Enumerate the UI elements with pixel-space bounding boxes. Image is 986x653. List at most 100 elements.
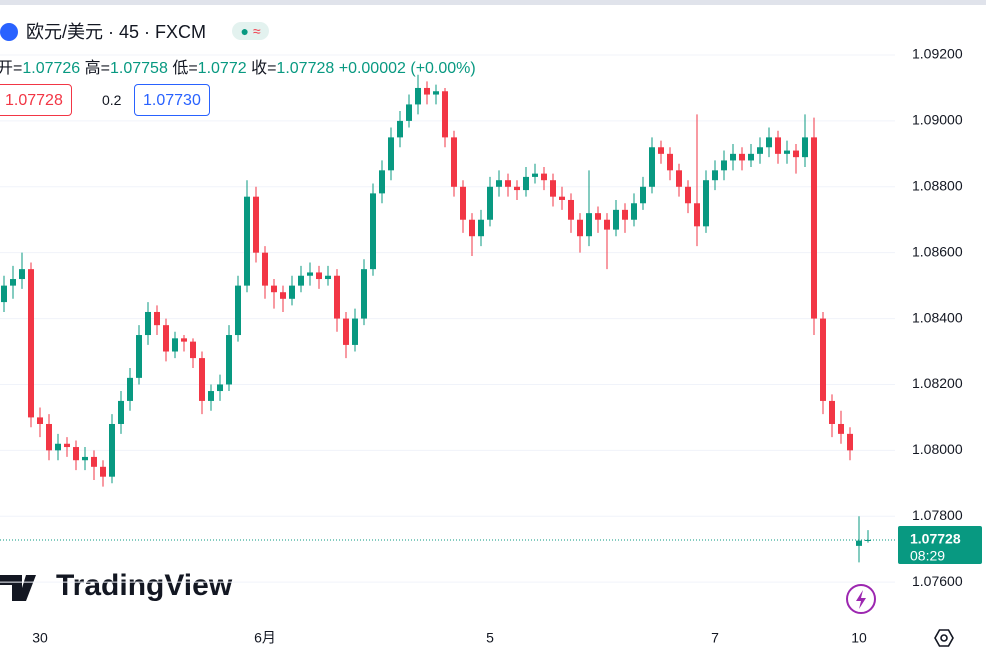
candle-body [19, 269, 25, 280]
symbol-title: 欧元/美元 · 45 · FXCM [26, 22, 207, 42]
candle-body [91, 456, 97, 467]
candle-body [352, 318, 358, 345]
candle-body [856, 540, 862, 546]
candle-body [55, 443, 61, 451]
candle-body [847, 433, 853, 451]
candle-body [757, 147, 763, 154]
y-tick-label: 1.08800 [912, 177, 963, 193]
y-tick-label: 1.09000 [912, 112, 963, 128]
settings-button[interactable] [934, 629, 954, 647]
candle-body [613, 209, 619, 230]
candle-body [550, 180, 556, 197]
candle-body [334, 275, 340, 319]
candle-body [739, 153, 745, 161]
y-tick-label: 1.08400 [912, 309, 963, 325]
candle-body [667, 153, 673, 171]
candle-body [28, 269, 34, 418]
last-price-label: 1.07728 [910, 531, 961, 547]
candle-body [10, 279, 16, 286]
last-price-box [898, 525, 982, 564]
candle-body [199, 358, 205, 401]
candle-body [523, 176, 529, 191]
candle-body [100, 466, 106, 477]
title-row: 欧元/美元 · 45 · FXCM ● ≈ [0, 18, 269, 44]
symbol-icon [0, 23, 18, 41]
high-label: 高= [84, 60, 111, 77]
candle-body [424, 87, 430, 95]
candle-body [802, 137, 808, 158]
candle-body [136, 335, 142, 378]
countdown: 08:29 [910, 548, 945, 564]
candle-body [559, 196, 565, 200]
candle-body [460, 186, 466, 220]
candle-body [280, 292, 286, 299]
buy-button[interactable]: 1.07730 [134, 84, 210, 116]
candle-body [595, 213, 601, 220]
candle-body [658, 147, 664, 154]
candle-body [469, 219, 475, 237]
candle-body [442, 91, 448, 138]
candle-body [451, 137, 457, 187]
candle-body [703, 180, 709, 227]
open-value: 1.07726 [22, 60, 81, 77]
candle-body [397, 120, 403, 138]
x-tick-label: 30 [32, 630, 48, 646]
candle-body [145, 311, 151, 336]
candle-body [793, 150, 799, 158]
candle-body [649, 147, 655, 187]
candle-body [730, 153, 736, 161]
x-tick-label: 10 [851, 630, 867, 646]
candle-body [127, 377, 133, 401]
x-tick-label: 6月 [254, 630, 276, 646]
open-label: 开= [0, 60, 23, 77]
candle-body [82, 456, 88, 461]
close-value: 1.07728 [276, 60, 335, 77]
candle-body [505, 180, 511, 187]
candle-body [532, 173, 538, 177]
high-value: 1.07758 [110, 60, 168, 77]
candle-body [235, 285, 241, 336]
candle-body [712, 170, 718, 181]
candle-body [577, 219, 583, 237]
candle-body [838, 423, 844, 434]
y-tick-label: 1.09200 [912, 46, 963, 62]
candle-body [604, 219, 610, 230]
axes: 1.09200 1.09000 1.08800 1.08600 1.08400 1.082… [32, 46, 982, 646]
candle-body [388, 137, 394, 171]
candle-body [406, 104, 412, 121]
low-value: 1.0772 [197, 60, 247, 77]
candle-body [46, 423, 52, 451]
candle-body [721, 160, 727, 171]
x-tick-label: 5 [486, 630, 494, 646]
candle-body [307, 272, 313, 276]
candle-body [811, 137, 817, 319]
spread: 0.2 [102, 92, 122, 108]
candle-body [685, 186, 691, 204]
candle-body [172, 338, 178, 352]
close-label: 收= [251, 60, 277, 77]
candle-body [640, 186, 646, 204]
candle-body [433, 91, 439, 95]
candle-body [568, 199, 574, 220]
candle-body [73, 447, 79, 461]
status-pill[interactable]: ● ≈ [232, 22, 269, 40]
plot [0, 54, 895, 583]
candle-body [379, 170, 385, 194]
candle-body [118, 400, 124, 424]
sell-button[interactable]: 1.07728 [0, 84, 72, 116]
candle-body [253, 196, 259, 253]
candle-body [37, 417, 43, 424]
candle-body [820, 318, 826, 401]
watermark: TradingView [56, 569, 233, 602]
candle-body [415, 87, 421, 105]
candle-body [325, 275, 331, 280]
candle-body [775, 137, 781, 154]
candle-body [370, 193, 376, 270]
lightning-button[interactable] [846, 584, 876, 614]
candle-body [784, 150, 790, 154]
lightning-icon [856, 590, 866, 609]
candle-body [1, 285, 7, 303]
candle-body [163, 325, 169, 352]
y-tick-label: 1.08000 [912, 441, 963, 457]
